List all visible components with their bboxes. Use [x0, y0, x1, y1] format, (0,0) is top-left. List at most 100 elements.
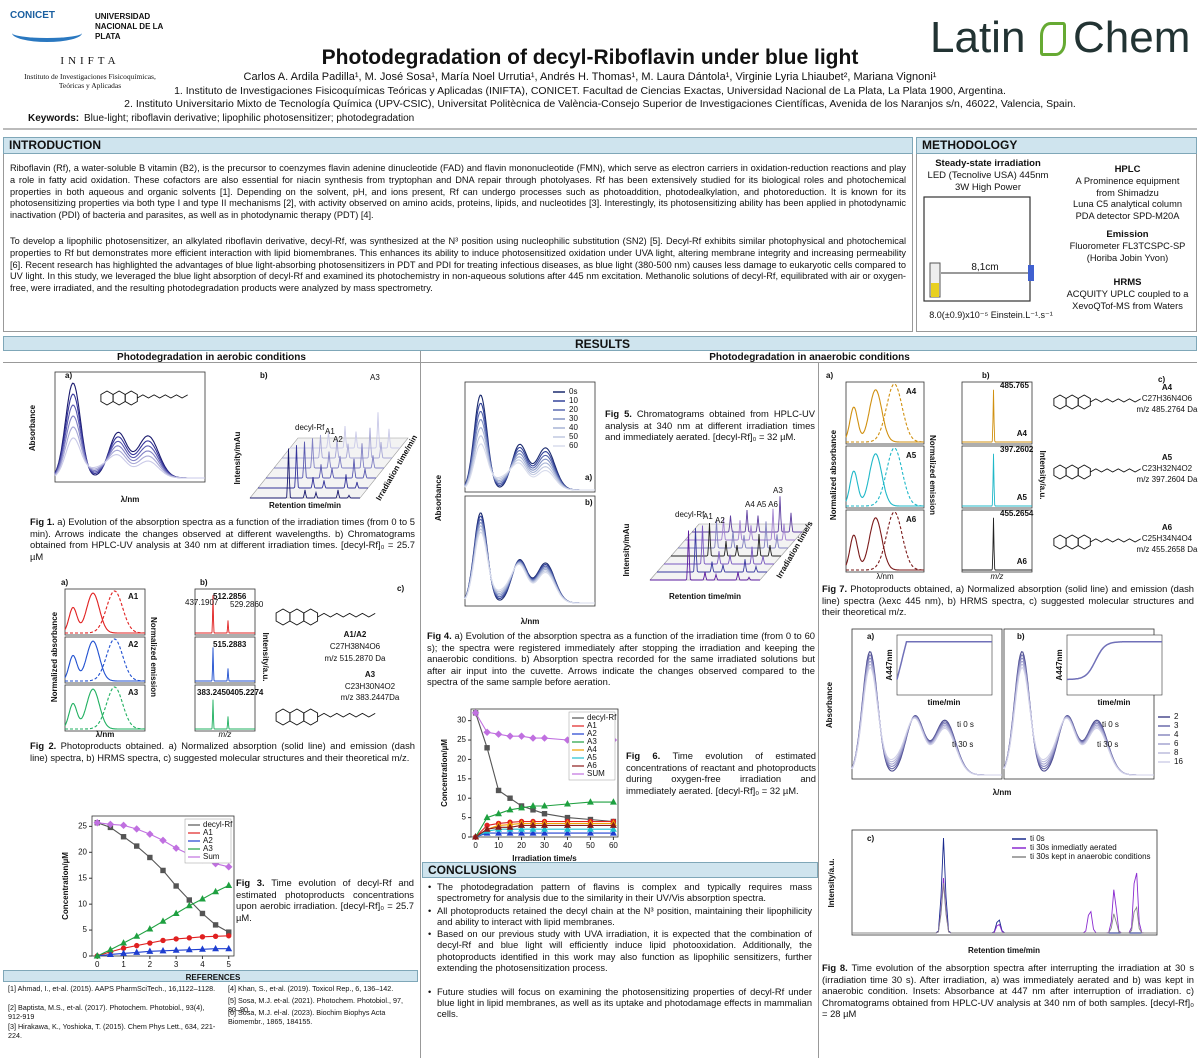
- data-point: [529, 821, 537, 828]
- conclusion-item: All photoproducts retained the decyl cha…: [428, 906, 812, 929]
- figure-label: Intensity/a.u.: [261, 633, 270, 682]
- molecule-ring: [275, 608, 291, 626]
- data-point: [495, 809, 503, 817]
- y-axis-title: Concentration/µM: [440, 739, 449, 807]
- figure-label: 405.2274: [230, 688, 264, 697]
- figure-caption: Fig 7. Photoproducts obtained, a) Normal…: [822, 583, 1194, 618]
- subsection-heading: Photodegradation in aerobic conditions: [117, 352, 306, 363]
- data-point: [185, 901, 193, 909]
- figure-label: A1/A2: [344, 630, 367, 639]
- series-line: [475, 824, 614, 838]
- molecule-chain: [1090, 538, 1141, 543]
- figure-label: decyl-Rf: [675, 510, 705, 519]
- data-point: [225, 863, 233, 871]
- data-point: [586, 821, 594, 828]
- figure-label: 455.2654: [1000, 509, 1034, 518]
- figure-label: Normalized absorbance: [829, 429, 838, 520]
- molecule-ring: [303, 608, 319, 626]
- figure-label: b): [585, 498, 593, 507]
- x-tick-label: 10: [494, 841, 503, 850]
- molecule-ring: [1065, 464, 1079, 480]
- method-line: from Shimadzu: [1096, 187, 1159, 198]
- section-heading: INTRODUCTION: [3, 137, 913, 154]
- illustration-curve: [195, 595, 255, 634]
- x-tick-label: 0: [95, 960, 100, 969]
- figure-label: Retention time/min: [669, 592, 741, 601]
- data-point: [518, 825, 525, 832]
- data-point: [586, 798, 594, 805]
- molecule-chain: [1090, 398, 1141, 403]
- inset-frame: [896, 634, 993, 696]
- illustration-curve: [464, 515, 595, 604]
- figure-label: b): [200, 578, 208, 587]
- figure-label: Normalized emission: [928, 435, 937, 515]
- method-line: 3W High Power: [955, 182, 1021, 193]
- figure-label: 3: [1174, 721, 1179, 730]
- data-point: [106, 820, 115, 829]
- reference: [4] Khan, S., et-al. (2019). Toxicol Rep…: [228, 984, 394, 993]
- illustration-curve: [464, 512, 595, 604]
- figure-label: a): [585, 473, 592, 482]
- data-point: [507, 795, 513, 801]
- x-tick-label: 4: [200, 960, 205, 969]
- molecule-ring: [1065, 394, 1079, 410]
- legend-label: A5: [587, 753, 597, 762]
- y-tick-label: 0: [462, 832, 467, 841]
- data-point: [146, 947, 154, 954]
- illustration-curve: [54, 404, 205, 479]
- section-heading: RESULTS: [3, 336, 1197, 351]
- data-point: [93, 819, 101, 827]
- method-title: HPLC: [1114, 164, 1141, 175]
- data-point: [132, 825, 141, 833]
- figure-label: a): [65, 371, 72, 380]
- data-point: [541, 802, 548, 809]
- illustration-curve: [962, 453, 1032, 507]
- figure-label: A1: [325, 427, 335, 436]
- caption-label: Fig 4.: [427, 630, 452, 641]
- data-point: [225, 881, 233, 888]
- conclusion-item: Future studies will focus on examining t…: [428, 987, 812, 1021]
- molecule-ring: [1077, 464, 1091, 480]
- reference: [2] Baptista, M.S., et-al. (2017). Photo…: [8, 1003, 205, 1021]
- caption-label: Fig 8.: [822, 962, 848, 973]
- data-point: [172, 946, 180, 953]
- illustration-curve: [54, 437, 205, 479]
- y-tick-label: 25: [78, 821, 87, 830]
- molecule-ring: [1053, 464, 1067, 480]
- legend-label: A1: [203, 828, 213, 837]
- plot-frame: [194, 684, 256, 732]
- figure-label: Intensity/a.u.: [1038, 451, 1047, 500]
- data-point: [529, 802, 537, 809]
- plot-frame: [845, 509, 925, 573]
- reference: [3] Hirakawa, K., Yoshioka, T. (2015). C…: [8, 1022, 216, 1040]
- caption-label: Fig 5.: [605, 408, 632, 419]
- figure-label: A2: [128, 640, 139, 649]
- data-point: [495, 823, 503, 830]
- molecule-chain: [317, 712, 376, 718]
- illustration-curve: [464, 531, 595, 604]
- illustration-curve: [896, 640, 992, 680]
- figure-label: 397.2602: [1000, 445, 1034, 454]
- method-line: PDA detector SPD-M20A: [1075, 210, 1180, 221]
- data-point: [199, 945, 206, 952]
- data-point: [93, 952, 101, 959]
- y-tick-label: 0: [83, 951, 88, 960]
- institution-name: INIFTA: [60, 55, 120, 67]
- y-axis-title: Concentration/µM: [61, 852, 70, 920]
- plot-frame: [194, 588, 256, 636]
- figure-label: 60: [569, 441, 578, 450]
- reference: [6] Sosa, M.J. el-al. (2023). Biochim Bi…: [228, 1008, 386, 1026]
- data-point: [586, 829, 594, 836]
- molecule-ring: [275, 708, 291, 726]
- legend-label: A3: [587, 737, 597, 746]
- brand-logo: Chem: [1073, 13, 1191, 62]
- caption-label: Fig 7.: [822, 583, 848, 594]
- plot-frame: [961, 381, 1033, 445]
- figure-caption: Fig 1. a) Evolution of the absorption sp…: [30, 516, 415, 562]
- figure-label: A447nm: [1055, 649, 1064, 680]
- paragraph: Riboflavin (Rf), a water-soluble B vitam…: [10, 163, 906, 221]
- data-point: [134, 843, 140, 849]
- data-point: [159, 917, 167, 924]
